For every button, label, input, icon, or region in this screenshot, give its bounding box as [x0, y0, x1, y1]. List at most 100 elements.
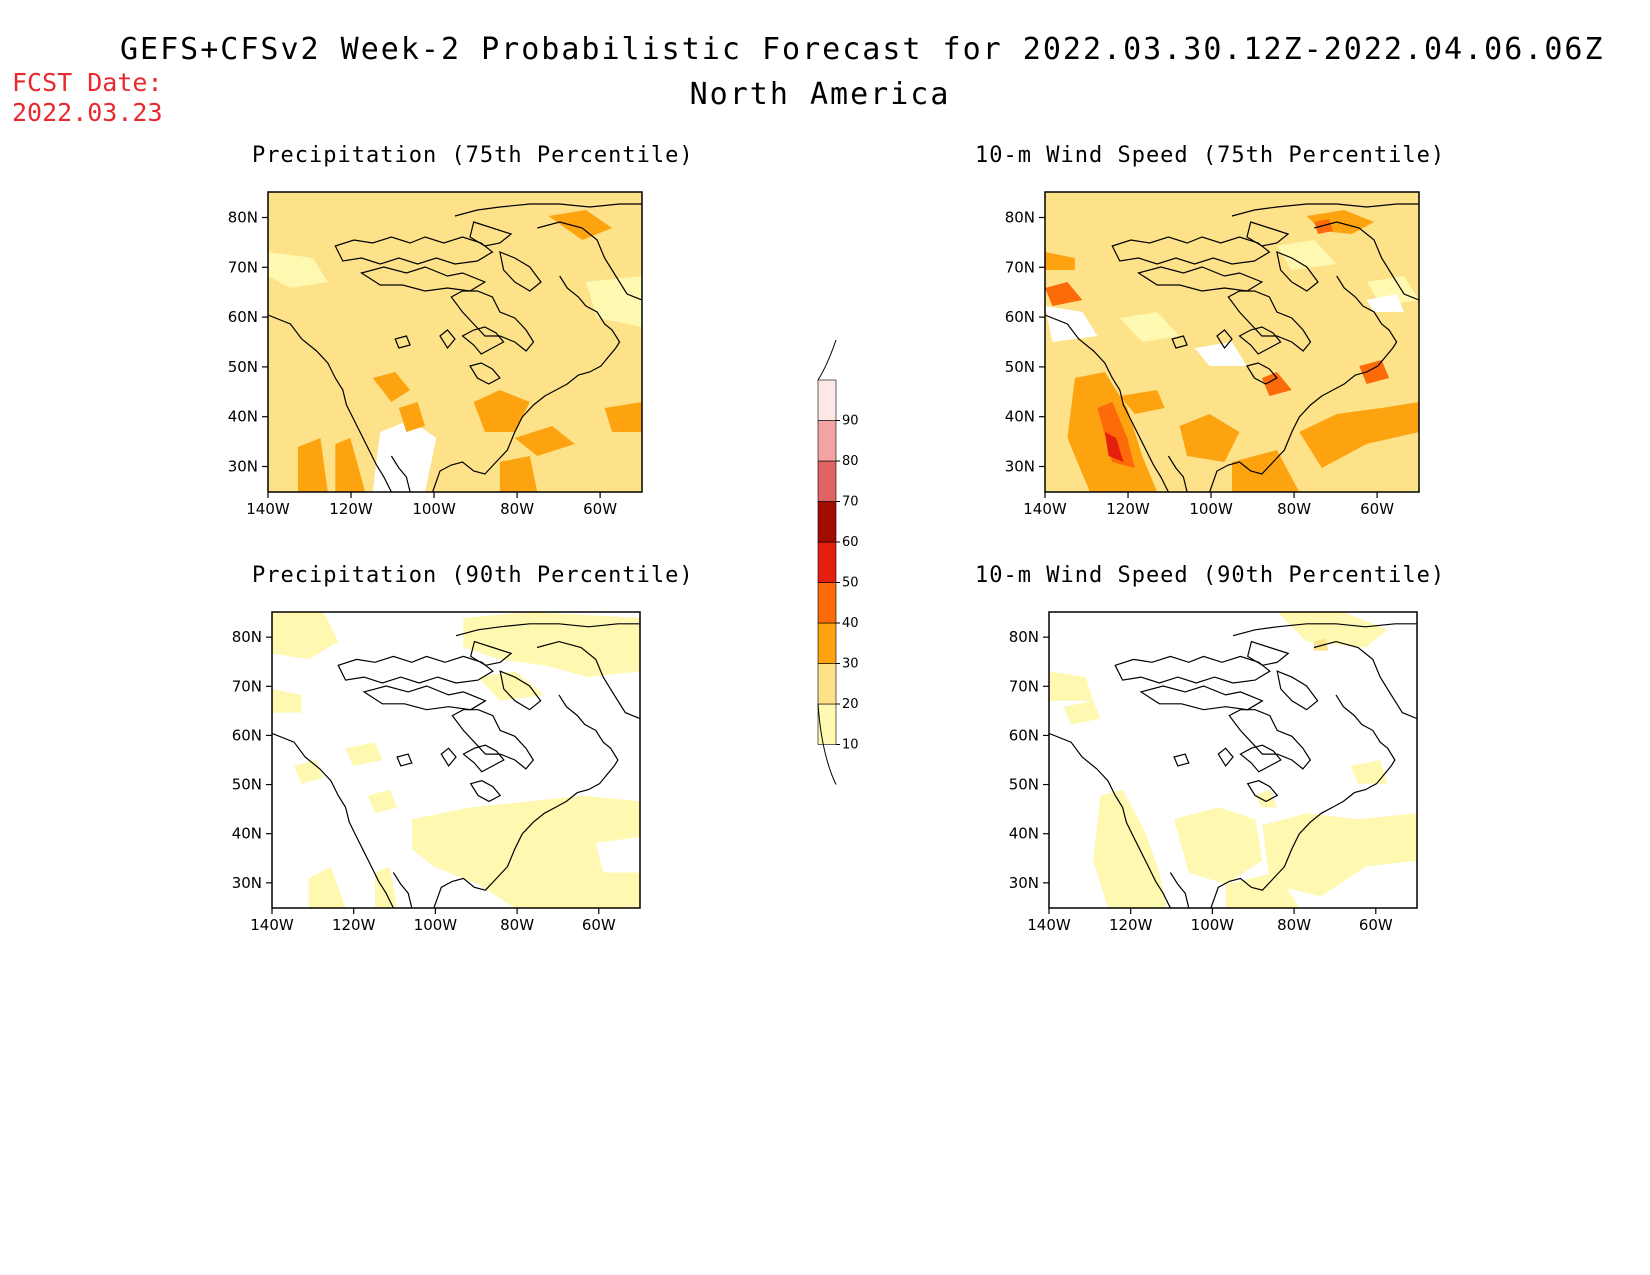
coastline [454, 203, 642, 217]
coastline [1216, 329, 1233, 350]
lat-tick-label: 60N [228, 308, 258, 326]
coastline [499, 251, 542, 292]
shading-region [1194, 342, 1247, 366]
shading-region [1350, 760, 1388, 784]
map-panel-wind75: 80N 70N 60N 50N 40N 30N 140W 120W 100W 80W 60W [1005, 191, 1420, 518]
coastline [462, 744, 505, 773]
shading-region [1276, 240, 1337, 270]
shading-region [1277, 612, 1388, 648]
shading-region [268, 252, 328, 288]
colorbar-segment [817, 501, 837, 543]
coastline [1209, 275, 1398, 492]
colorbar-segment [817, 420, 837, 462]
coastline [1169, 872, 1190, 908]
lat-tick-label: 70N [232, 677, 262, 695]
panel-title-precip75: Precipitation (75th Percentile) [252, 143, 694, 168]
shading-region [1261, 372, 1292, 396]
shading-region [514, 426, 575, 456]
colorbar-label: 60 [842, 535, 859, 550]
lon-tick-label: 80W [1277, 916, 1311, 934]
colorbar-segment [817, 379, 837, 421]
coastline [1111, 236, 1271, 265]
shading-region [372, 372, 411, 402]
shading-region [1255, 789, 1278, 808]
lat-tick-label: 80N [228, 209, 258, 227]
lat-tick-label: 80N [1005, 209, 1035, 227]
lon-tick-label: 60W [1359, 916, 1393, 934]
coastline-layer [272, 623, 640, 908]
main-title: GEFS+CFSv2 Week-2 Probabilistic Forecast… [120, 32, 1605, 67]
shading-region [372, 420, 437, 492]
lat-tick-label: 60N [1009, 726, 1039, 744]
coastline [536, 640, 640, 720]
lat-tick-label: 50N [228, 358, 258, 376]
lon-tick-label: 80W [500, 916, 534, 934]
colorbar-label: 30 [842, 657, 859, 672]
colorbar-segment [817, 541, 837, 583]
lon-tick-label: 100W [414, 916, 458, 934]
coastline-layer [1045, 203, 1419, 492]
shading-region [1179, 414, 1240, 462]
colorbar-segment [817, 622, 837, 664]
shading-region [1174, 807, 1263, 885]
lon-tick-label: 100W [1189, 500, 1233, 518]
lon-tick-label: 120W [1106, 500, 1150, 518]
panel-title-precip90: Precipitation (90th Percentile) [252, 563, 694, 588]
coastline [1246, 362, 1278, 385]
forecast-date-label: FCST Date: [12, 68, 163, 97]
coastline [440, 747, 457, 767]
shading-region [1359, 360, 1390, 384]
shading-region [499, 456, 538, 492]
shading-region [1045, 282, 1083, 306]
shading-region [1049, 671, 1094, 701]
shading-region [367, 789, 398, 814]
coastline [396, 753, 413, 767]
shading-region [1119, 390, 1165, 414]
shading-region [272, 612, 339, 660]
map-panel-wind90: 80N 70N 60N 50N 40N 30N 140W 120W 100W 80W 60W [1009, 611, 1418, 934]
shading-region [398, 402, 426, 432]
shading-region [1093, 789, 1167, 908]
colorbar-group: 10 20 30 40 50 60 70 80 90 [817, 339, 859, 785]
coastline [1313, 640, 1417, 720]
coastline [439, 329, 456, 350]
coastline [537, 221, 642, 301]
coastline-layer [268, 203, 642, 492]
coastline [1246, 221, 1290, 247]
coastline [469, 362, 501, 385]
coastline [1173, 753, 1190, 767]
shading-region [1262, 813, 1417, 897]
lon-tick-label: 120W [329, 500, 373, 518]
coastline [1217, 747, 1234, 767]
lat-tick-label: 40N [1009, 825, 1039, 843]
colorbar-label: 50 [842, 576, 859, 591]
lon-tick-label: 140W [1027, 916, 1071, 934]
map-content: 80N 70N 60N 50N 40N 30N 140W 120W 100W 80W 60W [232, 611, 641, 934]
coastline [272, 732, 394, 908]
lon-tick-label: 140W [246, 500, 290, 518]
coastline [1114, 655, 1271, 684]
coastline [1231, 203, 1419, 217]
map-content: 80N 70N 60N 50N 40N 30N 140W 120W 100W 80W 60W [1009, 611, 1418, 934]
shading-region [335, 438, 366, 492]
shading-region [1097, 402, 1135, 468]
coastline [433, 694, 619, 908]
shading-layer [272, 612, 640, 908]
forecast-date-value: 2022.03.23 [12, 98, 163, 127]
colorbar-top-cap [817, 339, 837, 381]
colorbar-label: 80 [842, 454, 859, 469]
shading-region [345, 742, 383, 766]
coastline [392, 872, 413, 908]
map-frame [267, 191, 643, 493]
shading-layer [1045, 192, 1419, 492]
shading-region [1314, 219, 1333, 234]
lat-tick-label: 70N [228, 258, 258, 276]
coastline [432, 275, 621, 492]
colorbar-segment [817, 582, 837, 624]
shading-region [1314, 638, 1329, 651]
lon-tick-label: 60W [1360, 500, 1394, 518]
coastline [1137, 266, 1264, 292]
colorbar-label: 20 [842, 697, 859, 712]
shading-region [478, 671, 545, 701]
coastline [461, 326, 505, 355]
